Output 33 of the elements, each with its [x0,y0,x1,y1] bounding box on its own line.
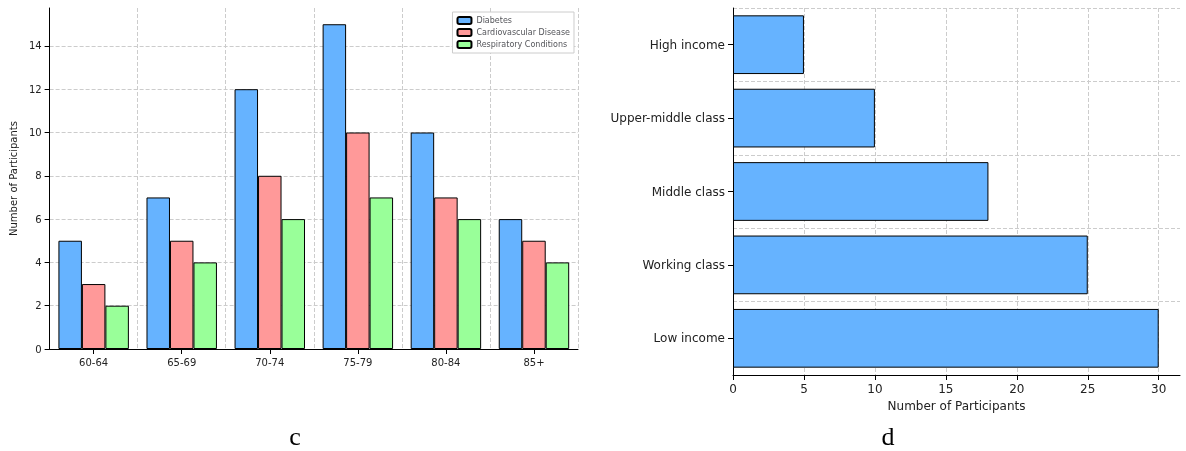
y-tick-label: 12 [28,83,42,95]
y-tick-label: Low income [653,331,725,346]
y-tick-label: 0 [35,343,42,355]
y-tick-label: Middle class [651,184,725,199]
x-tick-label: 60-64 [79,356,109,368]
y-tick-label: High income [649,37,725,52]
x-tick-label: 80-84 [431,356,461,368]
y-tick-label: 8 [35,170,42,182]
x-axis-title: Number of Participants [887,398,1026,413]
x-tick-label: 70-74 [255,356,285,368]
x-tick-label: 65-69 [167,356,197,368]
x-tick-label: 25 [1080,382,1096,396]
x-tick-label: 75-79 [343,356,373,368]
x-tick-label: 5 [800,382,808,396]
x-tick-label: 30 [1151,382,1167,396]
y-tick-label: 14 [28,40,42,52]
text: d [881,421,895,451]
x-tick-label: 0 [729,382,737,396]
y-axis-title: Number of Participants [7,121,19,236]
y-tick-label: 10 [28,126,42,138]
text: c [289,421,301,451]
legend-label: Cardiovascular Disease [476,28,571,37]
y-tick-label: Working class [642,257,725,272]
x-tick-label: 10 [867,382,883,396]
x-tick-label: 85+ [523,356,545,368]
y-tick-label: Upper-middle class [610,111,725,126]
y-tick-label: 2 [35,300,42,312]
legend-label: Respiratory Conditions [476,40,568,49]
legend-label: Diabetes [476,16,512,25]
y-tick-label: 6 [35,213,42,225]
y-tick-label: 4 [35,256,42,268]
x-tick-label: 20 [1009,382,1025,396]
x-tick-label: 15 [938,382,954,396]
